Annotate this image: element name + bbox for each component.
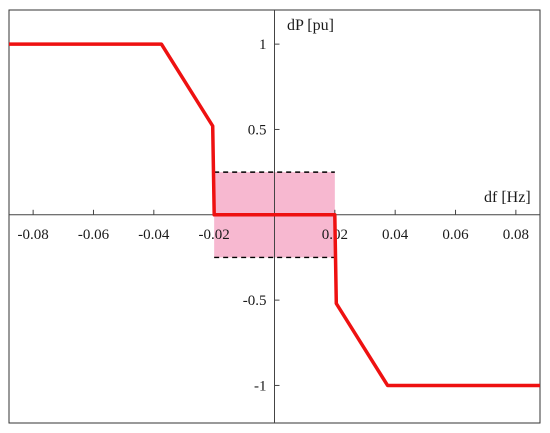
ticks-layer: -0.08 -0.06 -0.04 -0.02 0.02 0.04 0.06 0.08-1-0… <box>18 37 529 394</box>
y-tick-label: 1 <box>259 37 267 53</box>
x-axis-label: df [Hz] <box>484 189 531 206</box>
x-tick-label: 0.08 <box>503 227 529 243</box>
y-axis-label: dP [pu] <box>287 17 334 34</box>
x-tick-label: 0.06 <box>442 227 469 243</box>
x-tick-label: -0.04 <box>138 227 170 243</box>
y-tick-label: -0.5 <box>243 293 267 309</box>
x-tick-label: -0.06 <box>78 227 110 243</box>
series-layer <box>9 42 540 388</box>
x-tick-label: 0.04 <box>382 227 409 243</box>
x-tick-label: -0.02 <box>199 227 230 243</box>
y-tick-label: -1 <box>254 378 267 394</box>
y-tick-label: 0.5 <box>248 122 267 138</box>
droop-characteristic-line <box>9 42 540 388</box>
x-tick-label: -0.08 <box>18 227 49 243</box>
